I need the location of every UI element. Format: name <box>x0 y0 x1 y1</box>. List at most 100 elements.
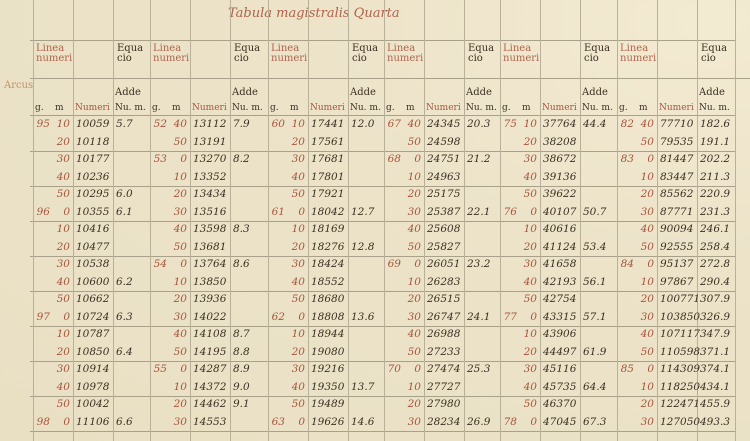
minutes-cell: 20 <box>523 135 537 148</box>
degrees-cell <box>500 291 517 308</box>
numeri-cell: 39622 <box>543 188 577 200</box>
degrees-cell <box>268 379 285 396</box>
rule-row-pair <box>30 431 735 432</box>
minutes-cell: 20 <box>640 188 654 200</box>
numeri-cell: 81447 <box>660 153 694 165</box>
numeri-cell: 19350 <box>311 380 345 393</box>
degrees-cell <box>268 134 285 151</box>
column-rule <box>500 0 501 441</box>
equatio-cell <box>113 221 150 238</box>
minutes-cell: 0 <box>298 310 305 323</box>
degrees-cell <box>384 239 401 256</box>
numeri-cell: 10787 <box>76 328 110 340</box>
numeri-cell: 26988 <box>427 328 461 340</box>
minutes-cell: 10 <box>173 380 187 393</box>
column-header: Nu. m. <box>115 103 146 113</box>
linea-numeri-label: Linea numeri <box>271 43 308 64</box>
degrees-cell <box>617 204 634 221</box>
numeri-cell: 42754 <box>543 293 577 305</box>
degrees-cell <box>268 291 285 308</box>
degrees-cell: 98 <box>36 415 50 428</box>
equatio-cell <box>230 186 267 203</box>
minutes-cell: 10 <box>640 275 654 288</box>
minutes-cell: 30 <box>407 310 421 323</box>
column-header: Numeri <box>426 103 461 113</box>
column-header: Numeri <box>659 103 694 113</box>
equatio-cell <box>230 274 267 291</box>
numeri-cell: 13191 <box>193 135 227 148</box>
minutes-cell: 40 <box>56 380 70 393</box>
rule-row-pair <box>30 186 735 187</box>
degrees-cell <box>500 169 517 186</box>
degrees-cell <box>150 396 167 413</box>
equatio-cell: 50.7 <box>583 205 607 218</box>
equatio-cell: 326.9 <box>700 310 731 323</box>
degrees-cell: 95 <box>36 118 50 130</box>
equatio-cell: 202.2 <box>700 153 731 165</box>
degrees-cell <box>268 274 285 291</box>
degrees-cell <box>384 274 401 291</box>
column-header: Nu. m. <box>232 103 263 113</box>
degrees-cell: 85 <box>620 363 634 375</box>
numeri-cell: 24345 <box>427 118 461 130</box>
numeri-cell: 18276 <box>311 240 345 253</box>
numeri-cell: 10355 <box>76 205 110 218</box>
equatio-cell <box>348 344 385 361</box>
minutes-cell: 20 <box>56 345 70 358</box>
minutes-cell: 0 <box>530 310 537 323</box>
equatio-cell: 272.8 <box>700 258 731 270</box>
adde-label: Adde <box>350 87 376 98</box>
equatio-cell: 8.2 <box>233 153 250 165</box>
numeri-cell: 18552 <box>311 275 345 288</box>
column-header: g. <box>270 103 279 113</box>
minutes-cell: 20 <box>291 135 305 148</box>
degrees-cell: 67 <box>387 118 401 130</box>
equatio-cell: 20.3 <box>467 118 491 130</box>
adde-label: Adde <box>582 87 608 98</box>
minutes-cell: 30 <box>291 258 305 270</box>
equatio-cell: 12.7 <box>351 205 375 218</box>
equatio-cell <box>230 414 267 431</box>
minutes-cell: 30 <box>640 310 654 323</box>
minutes-cell: 50 <box>407 240 421 253</box>
numeri-cell: 10295 <box>76 188 110 200</box>
numeri-cell: 100771 <box>660 293 701 305</box>
degrees-cell: 83 <box>620 153 634 165</box>
degrees-cell <box>500 396 517 413</box>
minutes-cell: 50 <box>640 345 654 358</box>
minutes-cell: 40 <box>173 328 187 340</box>
numeri-cell: 13936 <box>193 293 227 305</box>
equatio-cell <box>113 151 150 168</box>
numeri-cell: 27233 <box>427 345 461 358</box>
minutes-cell: 30 <box>173 205 187 218</box>
numeri-cell: 13764 <box>193 258 227 270</box>
numeri-cell: 10477 <box>76 240 110 253</box>
degrees-cell <box>500 379 517 396</box>
degrees-cell <box>268 256 285 273</box>
column-header: m <box>55 103 64 113</box>
degrees-cell: 82 <box>620 118 634 130</box>
minutes-cell: 50 <box>291 398 305 410</box>
minutes-cell: 20 <box>56 240 70 253</box>
equatio-cell <box>113 379 150 396</box>
column-rule <box>268 0 269 441</box>
numeri-cell: 17801 <box>311 170 345 183</box>
numeri-cell: 19080 <box>311 345 345 358</box>
numeri-cell: 43906 <box>543 328 577 340</box>
equatio-cell: 6.6 <box>116 415 133 428</box>
arcus-label: Arcus <box>4 80 34 91</box>
column-header: Nu. m. <box>350 103 381 113</box>
equatio-cell <box>348 186 385 203</box>
minutes-cell: 50 <box>291 293 305 305</box>
numeri-cell: 14287 <box>193 363 227 375</box>
minutes-cell: 20 <box>291 345 305 358</box>
degrees-cell <box>33 274 50 291</box>
numeri-cell: 46370 <box>543 398 577 410</box>
equatio-cell <box>464 396 501 413</box>
minutes-cell: 0 <box>180 363 187 375</box>
degrees-cell <box>150 309 167 326</box>
numeri-cell: 10118 <box>76 135 110 148</box>
minutes-cell: 40 <box>523 380 537 393</box>
column-header: Numeri <box>75 103 110 113</box>
equatio-cell <box>580 134 617 151</box>
